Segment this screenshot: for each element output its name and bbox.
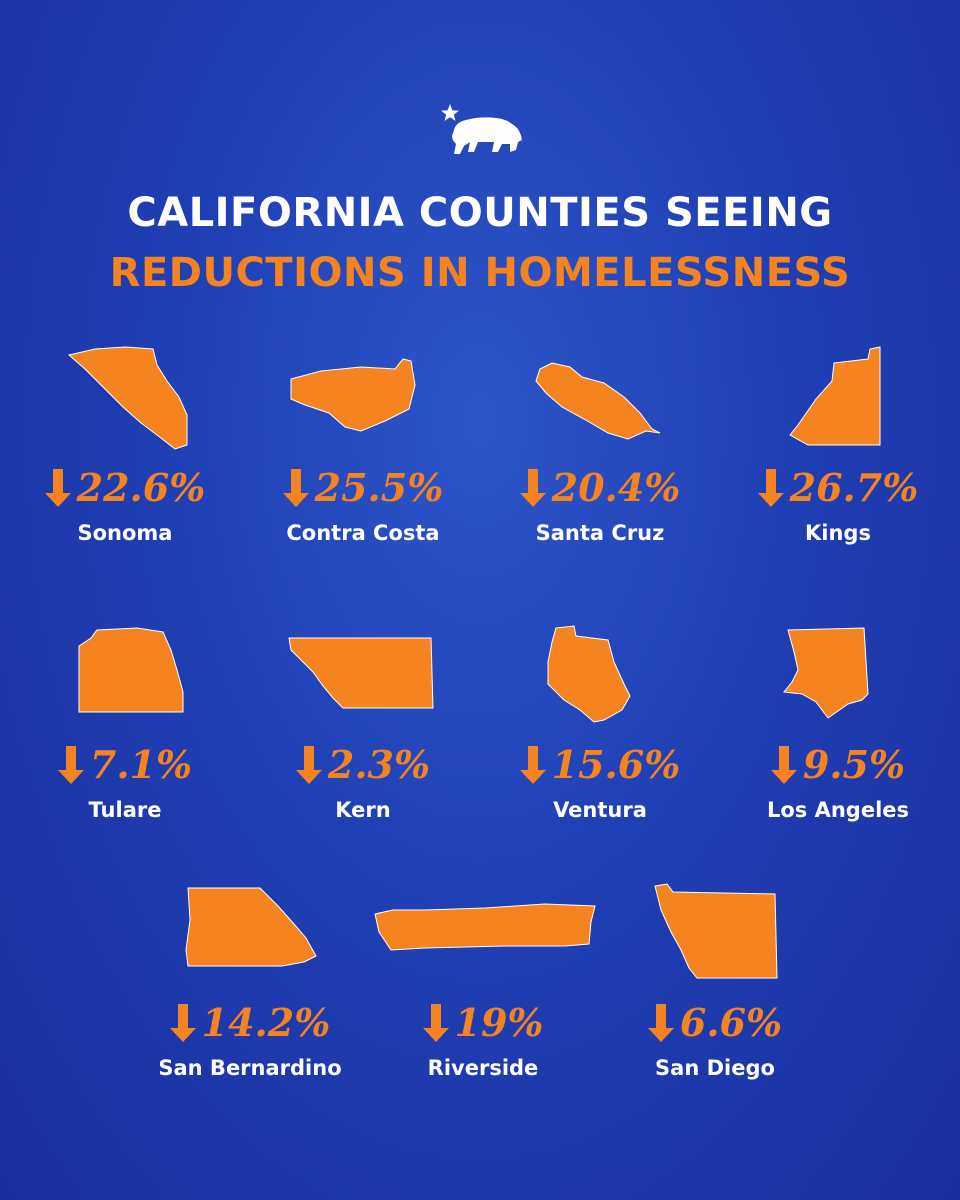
percent-change: 22.6% bbox=[76, 465, 206, 510]
sonoma-county-map-icon bbox=[67, 346, 188, 450]
county-name: Kings bbox=[805, 521, 871, 545]
percent-change: 14.2% bbox=[201, 1000, 331, 1045]
contra-costa-county-map-icon bbox=[290, 358, 416, 432]
percent-change: 25.5% bbox=[314, 465, 444, 510]
county-name: Los Angeles bbox=[766, 798, 910, 822]
county-name: Santa Cruz bbox=[535, 521, 665, 545]
percent-change: 26.7% bbox=[789, 465, 919, 510]
santa-cruz-county-map-icon bbox=[535, 362, 661, 440]
county-name: Riverside bbox=[427, 1056, 539, 1080]
percent-change: 2.3% bbox=[327, 742, 431, 787]
county-name: Tulare bbox=[88, 798, 162, 822]
down-arrow-icon bbox=[44, 469, 71, 507]
county-name: Kern bbox=[335, 798, 391, 822]
county-name: Ventura bbox=[553, 798, 647, 822]
down-arrow-icon bbox=[770, 746, 797, 784]
down-arrow-icon bbox=[295, 746, 322, 784]
tulare-county-map-icon bbox=[78, 627, 184, 713]
down-arrow-icon bbox=[519, 469, 546, 507]
percent-change: 6.6% bbox=[679, 1000, 783, 1045]
down-arrow-icon bbox=[647, 1004, 674, 1042]
percent-change: 9.5% bbox=[802, 742, 906, 787]
down-arrow-icon bbox=[169, 1004, 196, 1042]
kern-county-map-icon bbox=[288, 637, 434, 709]
county-name: Sonoma bbox=[77, 521, 173, 545]
down-arrow-icon bbox=[57, 746, 84, 784]
riverside-county-map-icon bbox=[374, 903, 596, 951]
san-bernardino-county-map-icon bbox=[185, 887, 317, 967]
percent-change: 7.1% bbox=[89, 742, 193, 787]
down-arrow-icon bbox=[282, 469, 309, 507]
county-name: Contra Costa bbox=[286, 521, 440, 545]
san-diego-county-map-icon bbox=[654, 883, 778, 979]
kings-county-map-icon bbox=[789, 346, 881, 446]
page-title: CALIFORNIA COUNTIES SEEING bbox=[127, 190, 833, 236]
county-name: San Diego bbox=[655, 1056, 775, 1080]
page-subtitle: REDUCTIONS IN HOMELESSNESS bbox=[109, 250, 851, 296]
down-arrow-icon bbox=[519, 746, 546, 784]
percent-change: 19% bbox=[454, 1000, 544, 1045]
los-angeles-county-map-icon bbox=[783, 627, 869, 719]
ventura-county-map-icon bbox=[547, 625, 631, 723]
down-arrow-icon bbox=[422, 1004, 449, 1042]
percent-change: 15.6% bbox=[551, 742, 681, 787]
county-name: San Bernardino bbox=[158, 1056, 342, 1080]
california-bear-star-icon bbox=[441, 104, 522, 154]
percent-change: 20.4% bbox=[551, 465, 681, 510]
down-arrow-icon bbox=[757, 469, 784, 507]
